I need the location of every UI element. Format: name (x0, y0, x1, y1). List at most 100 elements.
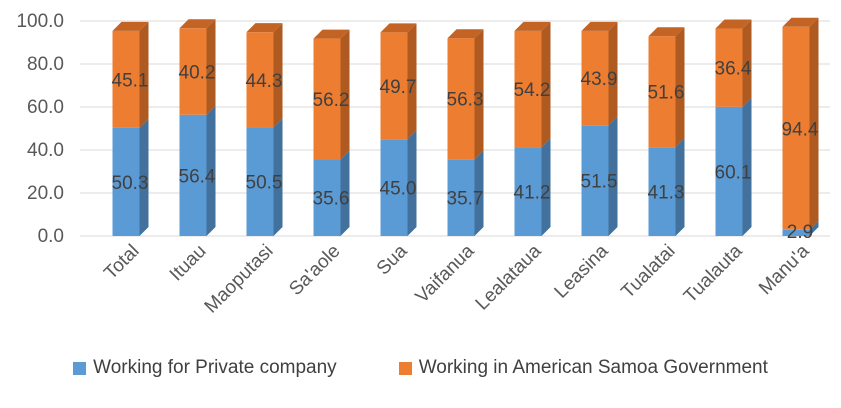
bar-side-government (474, 29, 484, 160)
bar-segment-government (380, 32, 408, 140)
bar-side-private (206, 105, 216, 237)
bar-segment-government (313, 38, 341, 160)
data-label-government: 56.2 (313, 90, 350, 111)
data-labels: 50.3 45.1 56.4 40.2 50.5 44.3 35.6 56.2 45.0 49.7… (112, 59, 819, 243)
x-tick-label: Ituau (166, 241, 211, 286)
data-label-government: 45.1 (112, 70, 149, 91)
bar-segment-private (380, 139, 408, 236)
legend-label-government: Working in American Samoa Government (418, 357, 768, 378)
legend-swatch-private (73, 361, 87, 375)
bar-side-government (608, 21, 618, 126)
data-label-government: 49.7 (380, 77, 417, 98)
data-label-private: 35.6 (313, 189, 350, 210)
bar-side-private (675, 138, 685, 236)
bar-top-government (112, 21, 149, 31)
bar-segment-private (112, 127, 140, 236)
data-label-private: 50.3 (112, 173, 149, 194)
bar-side-private (474, 150, 484, 236)
bar-segment-private (179, 114, 207, 236)
bar-top-government (581, 21, 618, 31)
x-tick-label: Tualauta (680, 240, 747, 307)
bar-top-government (447, 29, 484, 39)
bar-side-government (273, 23, 283, 128)
bar-segment-government (112, 30, 140, 128)
bar-side-private (809, 220, 819, 236)
bar-top-government (514, 21, 551, 31)
bar-side-private (742, 97, 752, 236)
bar-side-government (340, 29, 350, 160)
bar-side-government (742, 19, 752, 107)
data-label-private: 41.2 (514, 183, 551, 204)
x-tick-label: Maoputasi (201, 241, 278, 318)
data-label-government: 44.3 (246, 71, 283, 92)
bar-segment-government (447, 38, 475, 160)
bars (112, 17, 819, 237)
bar-top-government (648, 27, 685, 37)
data-label-private: 60.1 (715, 162, 752, 183)
bar-side-government (206, 19, 216, 115)
bar-segment-private (514, 147, 542, 236)
data-label-private: 56.4 (179, 166, 216, 187)
y-tick-label: 20.0 (27, 183, 64, 204)
bar-segment-private (581, 125, 609, 236)
bar-segment-private (447, 159, 475, 236)
bar-side-private (407, 130, 417, 236)
data-label-government: 40.2 (179, 63, 216, 84)
bar-segment-private (715, 106, 743, 236)
data-label-private: 2.9 (787, 222, 813, 243)
bar-top-government (782, 17, 819, 27)
data-label-government: 54.2 (514, 80, 551, 101)
data-label-government: 56.3 (447, 90, 484, 111)
data-label-government: 36.4 (715, 59, 752, 80)
bar-top-government (179, 19, 216, 29)
x-tick-label: Tualatai (617, 241, 679, 303)
bar-segment-private (313, 159, 341, 236)
bar-side-private (273, 118, 283, 236)
y-tick-label: 40.0 (27, 140, 64, 161)
y-tick-label: 60.0 (27, 97, 64, 118)
bar-top-government (246, 23, 283, 33)
bar-side-private (541, 138, 551, 236)
bar-top-government (380, 23, 417, 33)
legend-label-private: Working for Private company (93, 357, 337, 378)
bar-segment-government (514, 30, 542, 148)
bar-side-government (139, 21, 149, 128)
x-tick-label: Vaifanua (412, 240, 479, 307)
y-tick-label: 0.0 (38, 226, 64, 247)
x-tick-label: Sa'aole (285, 241, 344, 300)
bar-segment-government (648, 36, 676, 148)
bar-side-private (139, 118, 149, 236)
x-tick-label: Sua (373, 240, 412, 279)
bar-side-government (809, 17, 819, 230)
data-label-government: 51.6 (648, 83, 685, 104)
x-tick-label: Total (100, 241, 143, 284)
data-label-private: 41.3 (648, 183, 685, 204)
data-label-private: 50.5 (246, 173, 283, 194)
bar-segment-government (581, 30, 609, 126)
data-label-government: 43.9 (581, 69, 618, 90)
bar-segment-government (246, 32, 274, 128)
legend-swatch-government (398, 361, 412, 375)
y-tick-label: 100.0 (16, 11, 64, 32)
bar-segment-government (179, 28, 207, 115)
bar-top-government (313, 29, 350, 39)
data-label-private: 45.0 (380, 179, 417, 200)
bar-segment-government (782, 26, 810, 230)
legend-item-government: Working in American Samoa Government (398, 357, 768, 379)
bar-segment-private (246, 127, 274, 236)
data-label-private: 35.7 (447, 189, 484, 210)
bar-top-government (715, 19, 752, 29)
legend-item-private: Working for Private company (73, 357, 337, 379)
data-label-private: 51.5 (581, 172, 618, 193)
bar-segment-private (782, 229, 810, 236)
x-tick-label: Lealataua (472, 240, 546, 314)
bar-side-government (675, 27, 685, 148)
data-label-government: 94.4 (782, 119, 819, 140)
bar-segment-private (648, 147, 676, 236)
y-axis-tick-labels: 0.0 20.0 40.0 60.0 80.0 100.0 (16, 11, 64, 247)
x-tick-label: Manu'a (755, 240, 814, 299)
bar-side-private (340, 150, 350, 236)
y-tick-label: 80.0 (27, 54, 64, 75)
